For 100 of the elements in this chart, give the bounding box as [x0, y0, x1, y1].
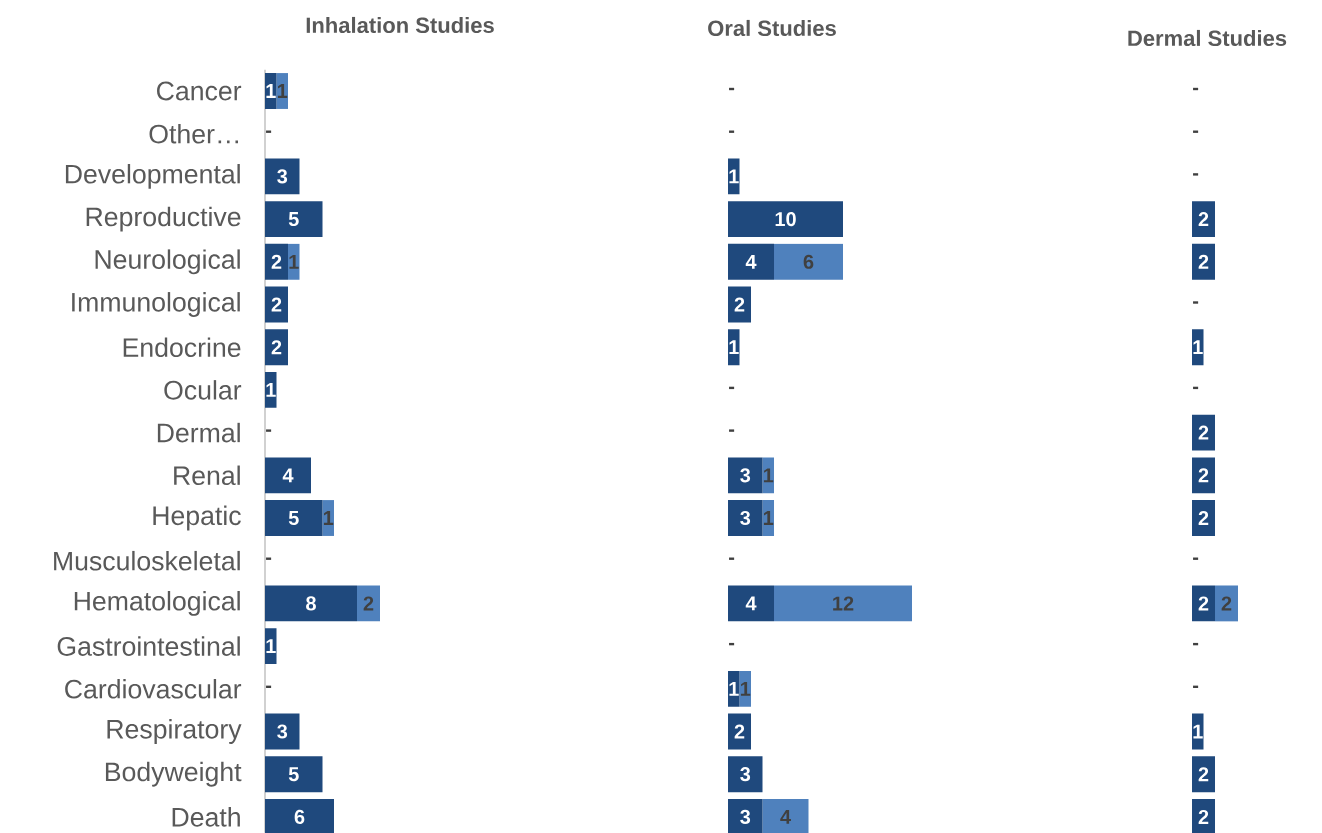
bar	[265, 500, 323, 536]
data-label: 6	[803, 254, 814, 269]
bar	[762, 798, 809, 833]
y-tick-label: Respiratory	[107, 719, 242, 744]
data-label: 4	[745, 254, 757, 269]
bar	[265, 329, 288, 366]
data-label: 2	[1198, 425, 1209, 440]
y-tick-label: Endocrine	[123, 337, 241, 357]
data-label: 1	[266, 84, 276, 98]
bar	[265, 201, 323, 238]
data-label: 4	[745, 596, 757, 611]
data-label: -	[266, 685, 272, 688]
data-label: 1	[729, 169, 739, 184]
data-label: -	[1193, 130, 1199, 133]
data-label: 2	[734, 724, 745, 739]
data-label: 2	[271, 340, 282, 355]
bar	[728, 500, 763, 536]
data-label: 1	[740, 681, 751, 696]
data-label: -	[1193, 173, 1199, 176]
y-tick-label: Hepatic	[153, 505, 241, 531]
bar	[265, 756, 323, 793]
data-label: 2	[1198, 468, 1209, 483]
bar	[728, 457, 763, 494]
data-label: 1	[266, 639, 276, 653]
y-tick-label: Death	[172, 807, 240, 827]
y-tick-label: Dermal	[157, 422, 240, 443]
data-label: 4	[282, 468, 294, 483]
y-tick-label: Other…	[149, 123, 238, 144]
y-tick-label: Gastrointestinal	[57, 636, 240, 656]
bar	[728, 158, 740, 195]
data-label: 1	[1193, 340, 1203, 355]
bar	[265, 585, 357, 622]
data-label: -	[1193, 87, 1199, 91]
data-label: -	[1193, 557, 1199, 560]
data-label: 3	[740, 510, 751, 526]
y-tick-label: Renal	[174, 465, 240, 486]
data-label: -	[729, 429, 735, 432]
data-label: -	[1193, 642, 1199, 646]
chart-title: Oral Studies	[708, 19, 836, 37]
data-label: 2	[1198, 212, 1209, 227]
data-label: 10	[775, 212, 796, 227]
bar	[728, 798, 763, 833]
chart-title: Inhalation Studies	[306, 16, 494, 34]
data-label: 1	[729, 681, 739, 696]
data-label: 1	[1193, 724, 1203, 739]
bar	[357, 585, 380, 622]
bar	[774, 243, 843, 280]
data-label: -	[729, 557, 735, 560]
y-tick-label: Hematological	[74, 590, 240, 616]
chart-title: Dermal Studies	[1128, 29, 1287, 47]
data-label: 1	[763, 468, 774, 483]
data-label: 3	[277, 169, 288, 184]
bar	[728, 329, 740, 366]
data-label: 5	[288, 767, 299, 782]
bar	[774, 585, 913, 622]
data-label: 2	[1198, 254, 1209, 269]
y-tick-label: Bodyweight	[105, 761, 242, 787]
data-label: 8	[306, 596, 316, 611]
data-label: -	[1193, 685, 1199, 688]
bar	[728, 243, 775, 280]
data-label: -	[266, 557, 272, 560]
data-label: 2	[271, 297, 282, 312]
data-label: 3	[740, 809, 751, 825]
data-label: 3	[277, 724, 288, 739]
data-label: 5	[288, 212, 299, 227]
data-label: 3	[740, 468, 751, 483]
y-tick-label: Developmental	[65, 163, 240, 189]
bar	[265, 713, 300, 750]
data-label: -	[729, 386, 735, 390]
data-label: 1	[729, 340, 739, 355]
data-label: 6	[294, 809, 305, 824]
data-label: 1	[763, 511, 774, 525]
data-label: 5	[288, 511, 299, 525]
data-label: -	[1193, 386, 1199, 390]
data-label: 1	[323, 511, 334, 525]
data-label: -	[729, 130, 735, 133]
data-label: 2	[363, 596, 374, 611]
bar	[265, 457, 311, 494]
y-tick-label: Immunological	[72, 292, 240, 317]
y-tick-label: Musculoskeletal	[54, 550, 240, 571]
data-label: 2	[734, 297, 745, 312]
data-label: 3	[740, 767, 751, 782]
bar	[265, 798, 334, 833]
data-label: 2	[1198, 596, 1209, 611]
bar	[728, 670, 740, 707]
data-label: 1	[266, 383, 276, 397]
data-label: -	[729, 87, 735, 91]
data-label: 2	[1198, 511, 1209, 525]
data-label: 12	[833, 596, 854, 611]
y-tick-label: Cardiovascular	[65, 679, 242, 699]
data-label: 1	[277, 84, 288, 98]
bar	[728, 756, 763, 793]
y-tick-label: Reproductive	[86, 206, 241, 232]
bar	[728, 585, 775, 622]
y-tick-label: Ocular	[164, 380, 242, 400]
data-label: -	[1193, 301, 1199, 304]
y-tick-label: Neurological	[95, 249, 240, 275]
data-label: 1	[289, 254, 299, 269]
bar	[265, 158, 300, 195]
bar	[265, 628, 277, 665]
